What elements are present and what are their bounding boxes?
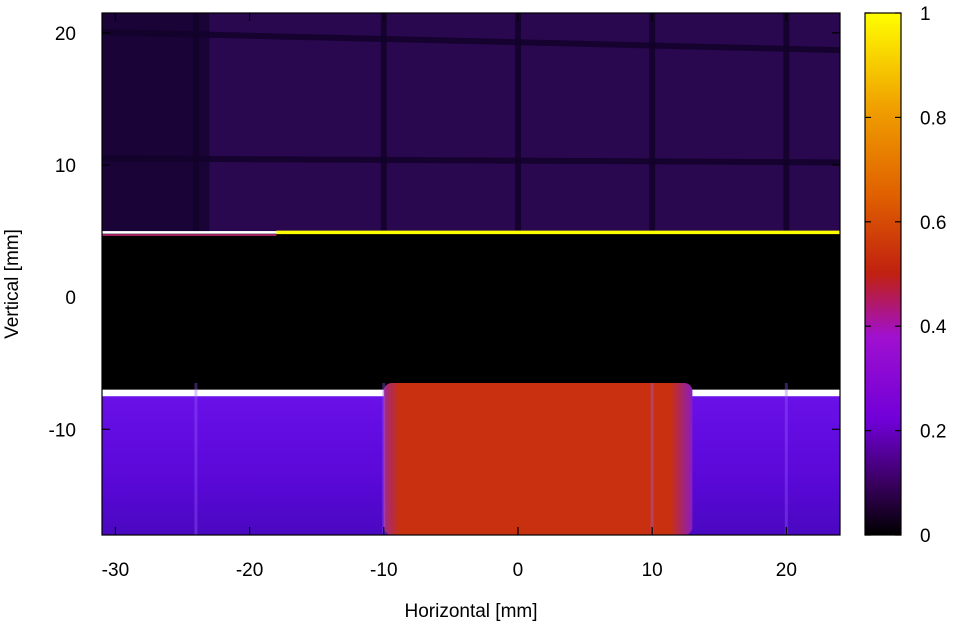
y-axis: -10 0 10 20 (49, 24, 840, 441)
colorbar-tick-label: 0.2 (920, 422, 946, 443)
heatmap-plot-area (102, 13, 840, 535)
grid-shadow-horizontal-1 (102, 29, 840, 54)
plot-frame (101, 12, 841, 536)
colorbar-tick-label: 0 (920, 526, 931, 547)
colorbar-tick-label: 1 (920, 4, 931, 25)
upper-left-shadow (102, 13, 210, 232)
x-tick-label: 20 (776, 560, 797, 581)
y-tick-label: 0 (65, 288, 76, 309)
x-axis: -30 -20 -10 0 10 20 (102, 13, 797, 581)
x-tick-label: -20 (236, 560, 263, 581)
colorbar (864, 12, 902, 536)
colorbar-tick-label: 0.8 (920, 108, 946, 129)
x-tick-label: -30 (102, 560, 129, 581)
y-tick-label: -10 (49, 420, 76, 441)
colorbar-tick-label: 0.4 (920, 317, 947, 338)
x-tick-label: 10 (642, 560, 663, 581)
y-tick-label: 20 (55, 24, 76, 45)
y-axis-title: Vertical [mm] (2, 229, 23, 339)
x-axis-title: Horizontal [mm] (404, 601, 537, 622)
heatmap-region-3 (383, 383, 693, 535)
x-tick-label: -10 (370, 560, 397, 581)
x-tick-label: 0 (513, 560, 524, 581)
colorbar-axis: 0 0.2 0.4 0.6 0.8 1 (865, 4, 947, 547)
grid-shadow-horizontal-0 (102, 155, 840, 166)
colorbar-tick-label: 0.6 (920, 213, 946, 234)
heatmap-region-1 (102, 233, 840, 390)
y-tick-label: 10 (55, 156, 76, 177)
